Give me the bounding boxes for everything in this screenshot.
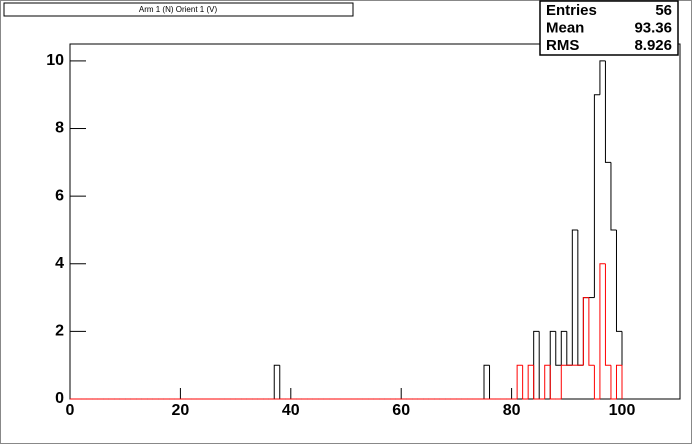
histogram-bin	[610, 162, 617, 231]
title-box	[3, 2, 354, 17]
stats-name: RMS	[546, 37, 579, 54]
y-tick-label: 4	[55, 255, 64, 272]
histogram-bin	[588, 297, 595, 366]
histogram-bin	[560, 330, 567, 366]
histogram-bin	[582, 297, 589, 366]
stats-box	[539, 0, 679, 56]
y-tick-label: 8	[55, 120, 64, 137]
x-tick-label: 40	[282, 402, 300, 419]
x-tick-label: 60	[392, 402, 410, 419]
histogram-bin	[273, 364, 280, 399]
stats-value: 93.36	[634, 19, 672, 36]
histogram-bin	[555, 331, 562, 366]
stats-value: 56	[655, 2, 672, 19]
histogram-bin	[483, 364, 490, 399]
histogram-bin	[604, 263, 611, 366]
x-tick-label: 100	[609, 402, 636, 419]
stats-name: Entries	[546, 2, 597, 19]
histogram-bin	[544, 364, 551, 399]
stats-name: Mean	[546, 19, 584, 36]
histogram-bin	[516, 364, 523, 399]
histogram-bin	[610, 365, 617, 400]
histogram-bin	[560, 364, 567, 399]
y-tick-label: 10	[46, 52, 64, 69]
y-tick-label: 2	[55, 323, 64, 340]
histogram-bin	[615, 364, 622, 399]
x-tick-label: 20	[172, 402, 190, 419]
histogram-bin	[522, 365, 529, 400]
histogram-bin	[599, 263, 606, 399]
histogram-bin	[615, 229, 622, 332]
y-tick-label: 6	[55, 187, 64, 204]
histogram-bin	[593, 365, 600, 400]
y-tick-label: 0	[55, 390, 64, 407]
chart-title: Arm 1 (N) Orient 1 (V)	[139, 5, 218, 14]
histogram-bin	[599, 60, 606, 95]
x-tick-label: 80	[503, 402, 521, 419]
histogram-bin	[571, 229, 578, 366]
histogram-bin	[527, 364, 534, 399]
histogram-bin	[549, 365, 556, 400]
stats-value: 8.926	[634, 37, 672, 54]
histogram-bin	[593, 94, 600, 298]
histogram-bin	[604, 60, 611, 163]
x-tick-label: 0	[66, 402, 75, 419]
histogram-bin	[533, 365, 540, 400]
